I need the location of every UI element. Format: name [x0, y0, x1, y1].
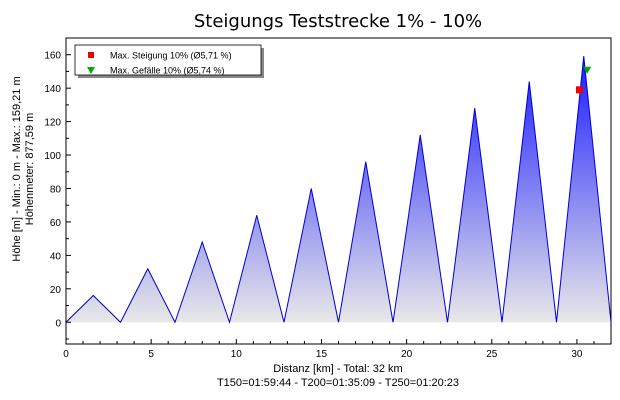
legend: Max. Steigung 10% (Ø5,71 %) Max. Gefälle … — [74, 44, 264, 78]
max-gefaelle-marker — [583, 66, 592, 74]
x-tick-label: 0 — [63, 349, 69, 360]
y-axis-sublabel: Höhenmeter: 877,59 m — [24, 113, 36, 226]
y-tick-label: 140 — [44, 84, 61, 95]
x-tick-label: 25 — [486, 349, 498, 360]
y-tick-label: 20 — [50, 285, 62, 296]
legend-triangle-icon — [87, 67, 95, 74]
y-tick-label: 40 — [50, 251, 62, 262]
x-tick-label: 20 — [401, 349, 413, 360]
elevation-area — [66, 56, 611, 323]
y-tick-label: 0 — [55, 318, 61, 329]
legend-box — [74, 44, 262, 76]
legend-label: Max. Gefälle 10% (Ø5,74 %) — [110, 66, 225, 76]
chart-title: Steigungs Teststrecke 1% - 10% — [194, 11, 482, 32]
x-tick-label: 30 — [571, 349, 583, 360]
y-axis-label: Höhe [m] - Min.: 0 m - Max.: 159,21 m — [11, 76, 23, 261]
y-tick-label: 60 — [50, 218, 62, 229]
y-tick-label: 120 — [44, 118, 61, 129]
x-tick-label: 10 — [231, 349, 243, 360]
x-axis-label: Distanz [km] - Total: 32 km — [273, 363, 402, 375]
x-tick-label: 5 — [148, 349, 154, 360]
legend-label: Max. Steigung 10% (Ø5,71 %) — [110, 51, 232, 61]
y-tick-label: 100 — [44, 151, 61, 162]
max-steigung-marker — [575, 86, 583, 94]
elevation-line — [65, 55, 612, 325]
y-tick-label: 160 — [44, 51, 61, 62]
legend-square-icon — [88, 52, 94, 58]
x-tick-label: 15 — [316, 349, 328, 360]
x-axis-sublabel: T150=01:59:44 - T200=01:35:09 - T250=01:… — [217, 377, 459, 389]
y-tick-label: 80 — [50, 184, 62, 195]
